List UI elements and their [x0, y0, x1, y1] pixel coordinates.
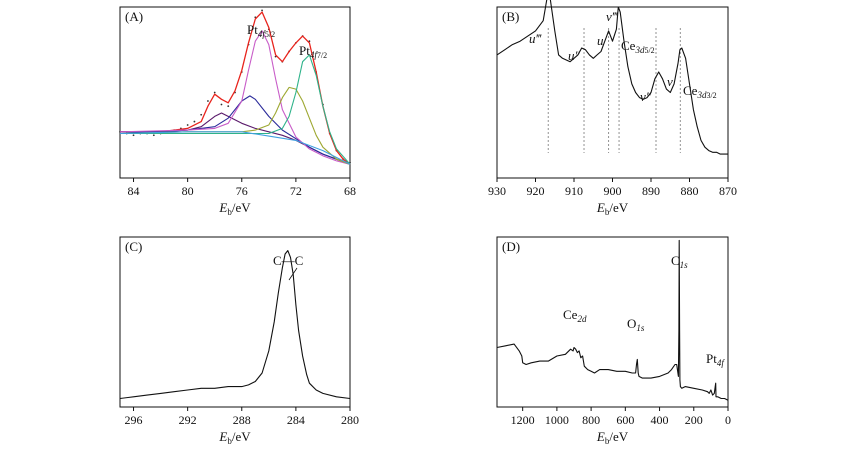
x-tick-label: 200	[685, 413, 703, 427]
x-tick-label: 80	[182, 184, 194, 198]
peak-annotation: u	[597, 33, 604, 48]
x-tick-label: 280	[341, 413, 359, 427]
x-tick-label: 400	[651, 413, 669, 427]
series-component-4	[119, 86, 351, 165]
peak-annotation: v	[667, 74, 673, 89]
series-c-1s	[119, 250, 351, 400]
x-tick-label: 76	[236, 184, 248, 198]
panel-label: (B)	[502, 9, 519, 24]
peak-annotation: C—C	[273, 253, 303, 268]
peak-annotation: O1s	[627, 316, 645, 333]
panel-label: (A)	[125, 9, 143, 24]
data-point	[132, 134, 135, 137]
panel-label: (C)	[125, 239, 142, 254]
peak-annotation: Pt4f7/2	[299, 43, 327, 60]
panel-label: (D)	[502, 239, 520, 254]
peak-annotation: u‴	[529, 31, 543, 46]
peak-annotation: Pt4f5/2	[247, 22, 275, 39]
data-point	[261, 9, 263, 12]
panel-2: 930 920 910 900 890 880 870Eb/eV(B)u‴u″uv‴Ce3d…	[488, 0, 737, 217]
x-axis-label: Eb/eV	[218, 200, 251, 217]
series-survey	[496, 239, 729, 401]
annotation-leader	[288, 267, 298, 281]
x-tick-label: 600	[616, 413, 634, 427]
plot-frame	[119, 6, 351, 179]
x-tick-label: 68	[344, 184, 356, 198]
peak-annotation: C1s	[671, 253, 688, 270]
plot-frame	[119, 236, 351, 408]
x-tick-label: 920	[527, 184, 545, 198]
peak-annotation: Ce2d	[563, 307, 587, 324]
series-component-3	[119, 30, 351, 165]
data-point	[200, 113, 203, 116]
x-tick-label: 288	[233, 413, 251, 427]
data-point	[220, 103, 223, 106]
panel-1: 84 80 76 72 68 Eb/eV (A) Pt4f5/2 Pt4f7/2	[119, 6, 356, 217]
x-tick-label: 72	[290, 184, 302, 198]
x-axis-label: Eb/eV	[596, 429, 629, 446]
x-axis-label: Eb/eV	[218, 429, 251, 446]
x-tick-label: 284	[287, 413, 305, 427]
x-tick-label: 292	[179, 413, 197, 427]
series-component-1	[120, 112, 351, 165]
series-envelope	[120, 11, 351, 165]
data-point	[193, 120, 196, 123]
peak-annotation: v‴	[606, 9, 619, 24]
x-tick-label: 296	[125, 413, 143, 427]
x-tick-label: 900	[604, 184, 622, 198]
peak-annotation: v″	[640, 89, 652, 104]
x-tick-label: 0	[725, 413, 731, 427]
x-tick-label: 880	[681, 184, 699, 198]
peak-annotation: Ce3d3/2	[683, 83, 717, 100]
x-axis-label: Eb/eV	[596, 200, 629, 217]
series-baseline	[119, 131, 351, 165]
peak-annotation: u″	[568, 48, 581, 63]
peak-annotation: Ce3d5/2	[621, 38, 655, 55]
x-tick-label: 890	[642, 184, 660, 198]
data-point	[213, 91, 216, 94]
series-ce-3d	[496, 0, 728, 155]
x-tick-label: 910	[565, 184, 583, 198]
x-tick-label: 84	[128, 184, 140, 198]
x-tick-label: 800	[582, 413, 600, 427]
x-tick-label: 1200	[511, 413, 535, 427]
plot-frame	[496, 236, 729, 408]
panel-4: 1200 1000 800 600 400 200 0 Eb/eV (D) Ce2d O1s C1s P…	[496, 236, 731, 446]
x-tick-label: 1000	[545, 413, 569, 427]
peak-annotation: Pt4f	[706, 351, 725, 368]
data-point	[207, 100, 209, 102]
data-point	[227, 105, 230, 108]
data-point	[152, 134, 155, 137]
series-component-5	[120, 54, 351, 165]
panel-3: 296 292 288 284 280 Eb/eV (C) C—C	[119, 236, 359, 446]
series-component-2	[120, 95, 351, 165]
x-tick-label: 930	[488, 184, 506, 198]
data-point	[186, 124, 189, 126]
x-tick-label: 870	[719, 184, 737, 198]
